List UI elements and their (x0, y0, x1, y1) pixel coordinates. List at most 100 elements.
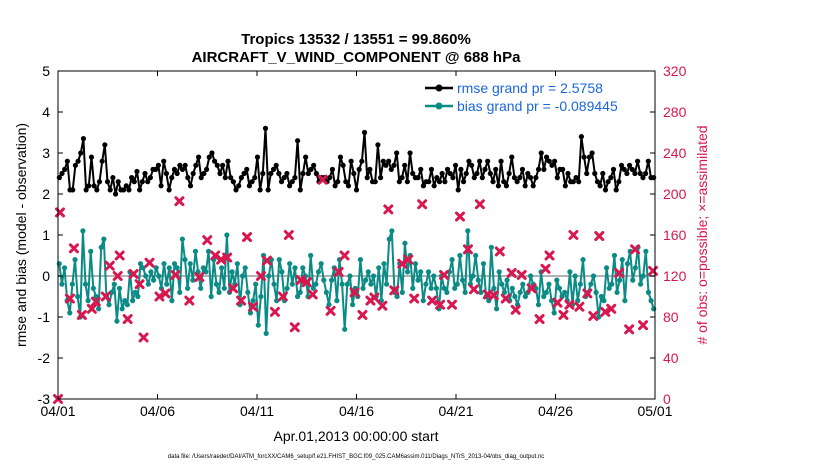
obs-assimilated-marker (333, 266, 344, 277)
rmse-data-point (386, 158, 392, 164)
rmse-data-point (407, 150, 413, 156)
rmse-data-point (332, 183, 338, 189)
chart-title-line1: Tropics 13532 / 13551 = 99.860% (241, 31, 471, 48)
rmse-data-point (632, 170, 638, 177)
rmse-data-point (329, 166, 336, 172)
rmse-data-point (514, 179, 520, 185)
rmse-data-point (297, 187, 303, 193)
rmse-data-point (155, 162, 161, 168)
obs-assimilated-marker (100, 291, 111, 302)
rmse-data-point (179, 166, 186, 172)
bias-data-point (255, 322, 261, 328)
bias-data-point (619, 257, 625, 263)
rmse-data-point (552, 158, 558, 164)
bias-data-point (182, 257, 188, 263)
bias-data-point (645, 289, 652, 295)
bias-data-point (300, 265, 306, 271)
bias-data-point (376, 265, 382, 271)
rmse-data-point (305, 170, 311, 177)
obs-assimilated-marker (138, 332, 149, 343)
rmse-data-point (436, 179, 443, 185)
bias-data-point (56, 261, 62, 267)
legend-box (420, 76, 650, 118)
rmse-data-point (533, 175, 539, 181)
rmse-data-point (549, 162, 555, 168)
bias-data-point (480, 261, 487, 267)
rmse-data-point (447, 170, 453, 177)
y-right-tick-label: 120 (663, 268, 687, 284)
rmse-data-point (621, 166, 627, 172)
rmse-data-point (262, 125, 269, 131)
obs-assimilated-marker (383, 204, 394, 215)
y-right-tick-label: 0 (663, 391, 671, 407)
bias-data-point (82, 281, 89, 287)
bias-data-point (535, 302, 542, 308)
rmse-data-point (426, 179, 432, 185)
obs-assimilated-marker (68, 243, 79, 254)
bias-data-point (169, 298, 175, 304)
obs-assimilated-marker (228, 283, 239, 294)
obs-assimilated-marker (624, 324, 635, 335)
bias-data-point (363, 277, 369, 283)
rmse-data-point (527, 175, 534, 181)
y-left-tick-label: 3 (42, 145, 50, 161)
bias-data-point (412, 261, 419, 267)
bias-data-point (384, 281, 390, 287)
obs-assimilated-marker (377, 300, 388, 311)
rmse-data-point (123, 183, 129, 189)
y-right-tick-label: 320 (663, 63, 687, 79)
bias-data-point (389, 228, 395, 234)
rmse-data-point (613, 187, 619, 193)
rmse-data-point (359, 158, 365, 164)
bias-data-point (491, 285, 497, 291)
rmse-data-point (517, 175, 523, 181)
obs-assimilated-marker (255, 271, 266, 281)
rmse-data-point (281, 175, 287, 181)
bias-data-point (546, 281, 552, 287)
obs-assimilated-marker (369, 292, 380, 303)
rmse-data-point (246, 183, 253, 189)
rmse-data-point (86, 183, 92, 189)
bias-data-point (415, 277, 421, 283)
rmse-data-point (616, 179, 622, 185)
y-left-tick-label: 4 (42, 104, 50, 120)
rmse-data-point (327, 175, 333, 181)
rmse-data-point (474, 170, 480, 177)
obs-assimilated-marker (277, 291, 288, 302)
rmse-data-point (637, 170, 643, 177)
obs-assimilated-marker (242, 232, 253, 243)
rmse-data-point (241, 170, 247, 177)
rmse-data-point (311, 162, 317, 168)
rmse-data-point (600, 170, 606, 177)
rmse-data-point (597, 183, 603, 189)
rmse-data-point (372, 179, 378, 185)
y-left-tick-label: 2 (42, 186, 50, 202)
bias-data-point (200, 265, 206, 271)
bias-data-point (321, 277, 327, 283)
obs-assimilated-marker (468, 284, 479, 295)
rmse-data-point (592, 170, 598, 177)
bias-data-point (88, 248, 94, 254)
chart-title-line2: AIRCRAFT_V_WIND_COMPONENT @ 688 hPa (192, 49, 522, 66)
rmse-data-point (576, 179, 582, 185)
rmse-data-point (418, 166, 424, 172)
rmse-data-point (193, 162, 199, 168)
bias-data-point (143, 273, 149, 279)
rmse-data-point (353, 187, 360, 193)
bias-data-point (198, 285, 204, 291)
bias-data-point (284, 285, 290, 291)
rmse-data-point (394, 150, 400, 156)
rmse-data-point (367, 166, 373, 172)
y-right-tick-label: 200 (663, 186, 687, 202)
bias-data-point (263, 330, 269, 336)
rmse-data-point (201, 170, 207, 177)
rmse-data-point (83, 187, 89, 193)
bias-data-point (124, 302, 130, 308)
rmse-data-point (345, 183, 352, 189)
rmse-data-point (198, 175, 204, 181)
rmse-data-point (166, 187, 172, 193)
bias-data-point (219, 265, 225, 271)
y-left-tick-label: -1 (38, 309, 51, 325)
bias-data-point (308, 252, 314, 259)
rmse-data-point (584, 170, 590, 177)
